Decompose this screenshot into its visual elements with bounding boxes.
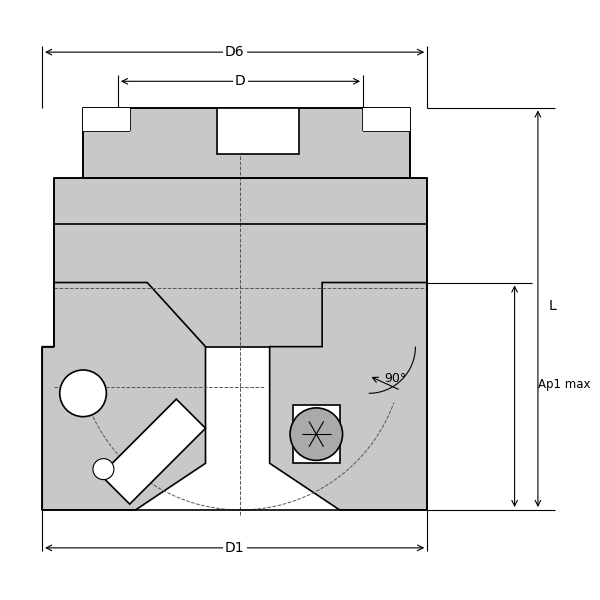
Polygon shape: [363, 107, 410, 131]
Polygon shape: [101, 399, 206, 504]
Polygon shape: [217, 107, 299, 154]
Polygon shape: [269, 283, 427, 510]
Polygon shape: [293, 405, 340, 463]
Polygon shape: [42, 283, 206, 510]
Text: D: D: [235, 74, 246, 88]
Circle shape: [290, 408, 343, 460]
Circle shape: [93, 458, 114, 479]
Text: L: L: [548, 299, 556, 313]
Text: Ap1 max: Ap1 max: [538, 378, 590, 391]
Text: D6: D6: [225, 45, 244, 59]
Polygon shape: [83, 107, 410, 178]
Polygon shape: [54, 178, 427, 347]
Text: D1: D1: [225, 541, 244, 555]
Circle shape: [60, 370, 106, 416]
Text: 90°: 90°: [384, 372, 406, 385]
Polygon shape: [83, 107, 130, 131]
